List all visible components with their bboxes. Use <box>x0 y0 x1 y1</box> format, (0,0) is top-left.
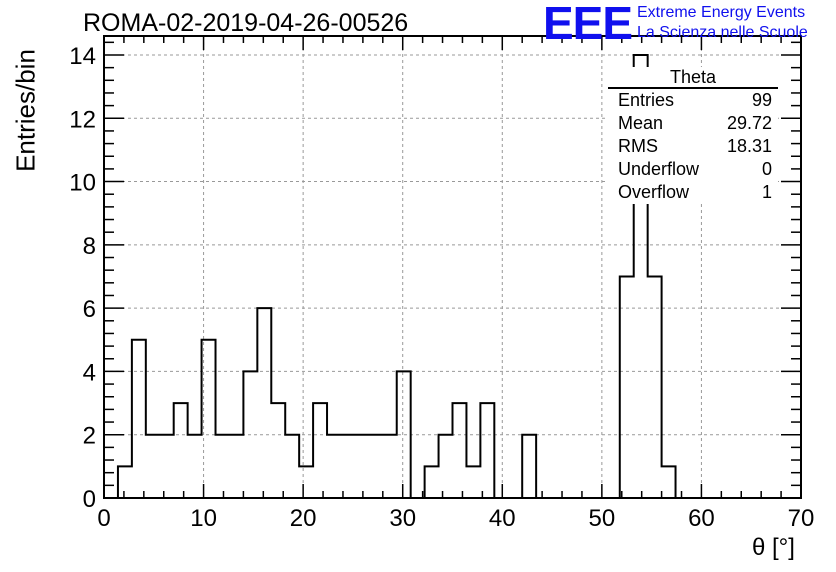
logo-subtitle-1: Extreme Energy Events <box>637 4 806 21</box>
y-tick-label: 2 <box>83 423 96 450</box>
histogram-bin <box>466 466 480 498</box>
y-tick-label: 0 <box>83 486 96 513</box>
stats-box: Theta Entries 99 Mean 29.72 RMS 18.31 Un… <box>608 67 778 204</box>
histogram-bin <box>522 435 536 498</box>
x-tick-label: 60 <box>688 505 715 532</box>
histogram-bin <box>243 371 257 498</box>
histogram-bin <box>453 403 467 498</box>
histogram-bin <box>188 435 202 498</box>
histogram-bin <box>257 308 271 498</box>
axis-ticks <box>103 36 802 499</box>
stats-row-overflow: Overflow 1 <box>608 181 778 204</box>
stats-row-mean: Mean 29.72 <box>608 112 778 135</box>
y-axis-label: Entries/bin <box>10 49 41 172</box>
x-axis-label: θ [°] <box>752 534 795 561</box>
histogram-bin <box>662 466 676 498</box>
y-tick-label: 12 <box>69 106 96 133</box>
x-tick-label: 50 <box>589 505 616 532</box>
histogram-bin <box>355 435 369 498</box>
histogram-outline <box>104 53 801 499</box>
x-tick-label: 0 <box>97 505 110 532</box>
histogram-bin <box>229 435 243 498</box>
histogram-bin <box>648 276 662 498</box>
x-tick-label: 20 <box>290 505 317 532</box>
histogram-bin <box>299 466 313 498</box>
stats-label: Underflow <box>618 159 700 179</box>
stats-label: Entries <box>618 90 675 110</box>
histogram-bin <box>271 403 285 498</box>
histogram-bin <box>369 435 383 498</box>
histogram-bin <box>439 435 453 498</box>
y-tick-label: 8 <box>83 233 96 260</box>
stats-row-underflow: Underflow 0 <box>608 158 778 181</box>
histogram-bin <box>160 435 174 498</box>
histogram-bin <box>383 435 397 498</box>
y-tick-label: 4 <box>83 359 96 386</box>
stats-label: Overflow <box>618 182 690 202</box>
y-tick-label: 6 <box>83 296 96 323</box>
y-tick-label: 14 <box>69 43 96 70</box>
logo-subtitle-2: La Scienza nelle Scuole <box>637 24 808 41</box>
stats-value: 18.31 <box>726 136 772 156</box>
histogram-bin <box>132 340 146 498</box>
stats-value: 29.72 <box>726 113 772 133</box>
histogram-bin <box>313 403 327 498</box>
histogram-bin <box>285 435 299 498</box>
stats-label: RMS <box>618 136 658 156</box>
x-tick-label: 40 <box>489 505 516 532</box>
histogram-bin <box>118 466 132 498</box>
histogram-bins <box>118 55 676 498</box>
histogram-bin <box>480 403 494 498</box>
run-title: ROMA-02-2019-04-26-00526 <box>83 9 409 37</box>
x-tick-label: 10 <box>190 505 217 532</box>
histogram-bin <box>620 276 634 498</box>
histogram-bin <box>146 435 160 498</box>
stats-row-rms: RMS 18.31 <box>608 135 778 158</box>
stats-title: Theta <box>608 67 778 89</box>
histogram-bin <box>174 403 188 498</box>
stats-label: Mean <box>618 113 664 133</box>
plot-frame <box>103 35 802 499</box>
eee-logo: EEE <box>543 0 633 49</box>
histogram-bin <box>202 340 216 498</box>
stats-row-entries: Entries 99 <box>608 89 778 112</box>
histogram-bin <box>397 371 411 498</box>
x-tick-label: 30 <box>389 505 416 532</box>
histogram-bin <box>216 435 230 498</box>
stats-value: 1 <box>761 182 772 202</box>
x-tick-label: 70 <box>788 505 815 532</box>
stats-value: 0 <box>761 159 772 179</box>
histogram-bin <box>327 435 341 498</box>
histogram-bin <box>341 435 355 498</box>
y-tick-label: 10 <box>69 170 96 197</box>
stats-value: 99 <box>751 90 772 110</box>
histogram-bin <box>425 466 439 498</box>
